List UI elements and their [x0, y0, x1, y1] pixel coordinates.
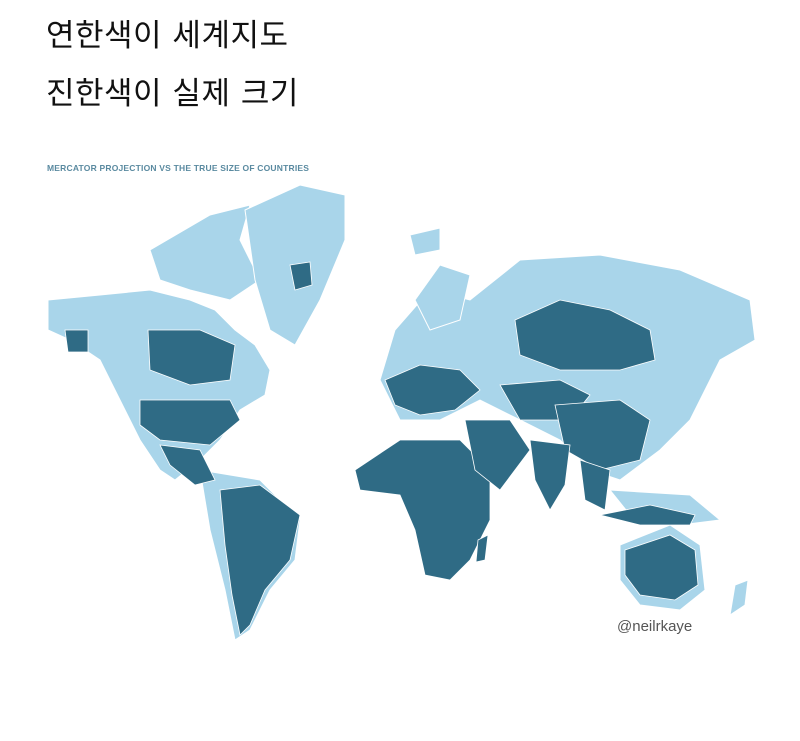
africa-true	[354, 439, 491, 581]
usa-true	[139, 399, 241, 446]
australia-true	[624, 534, 699, 601]
russia-true	[514, 299, 656, 371]
southeast-asia-true	[579, 459, 611, 511]
north-america-mercator	[47, 289, 271, 481]
caption-line-1: 연한색이 세계지도	[46, 18, 289, 54]
central-america-true	[159, 444, 216, 486]
canadian-arctic-mercator	[149, 204, 261, 301]
caption-line-2: 진한색이 실제 크기	[46, 76, 299, 112]
madagascar-true	[475, 534, 489, 563]
europe-true	[384, 364, 481, 416]
scandinavia-mercator	[414, 264, 471, 331]
middle-east-true	[464, 419, 531, 491]
alaska-true	[64, 329, 89, 353]
svalbard-mercator	[409, 227, 441, 256]
map-credit: @neilrkaye	[617, 618, 693, 635]
greenland-true	[289, 261, 313, 291]
map-title: MERCATOR PROJECTION VS THE TRUE SIZE OF …	[47, 163, 310, 173]
india-true	[529, 439, 571, 511]
new-zealand-mercator	[729, 579, 749, 617]
south-america-true	[219, 484, 301, 636]
indonesia-true	[599, 504, 696, 526]
canada-true	[147, 329, 236, 386]
china-true	[554, 399, 651, 471]
